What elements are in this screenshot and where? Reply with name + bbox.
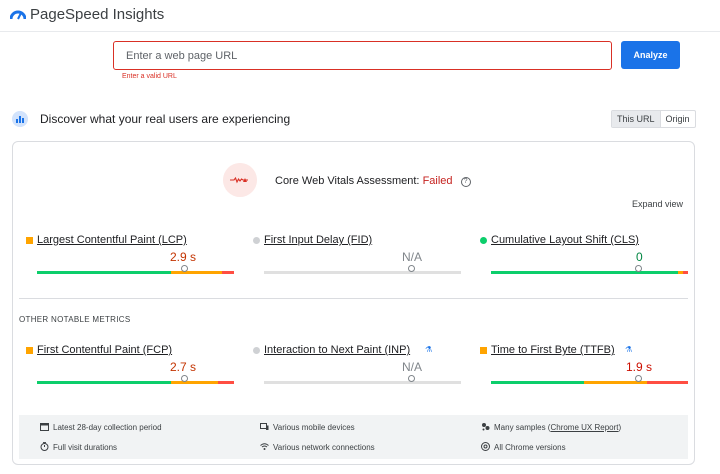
metric-cls-name[interactable]: Cumulative Layout Shift (CLS) <box>491 234 639 246</box>
metric-inp-name[interactable]: Interaction to Next Paint (INP) <box>264 344 411 356</box>
metric-fid-marker <box>408 265 415 272</box>
cwv-assessment: Core Web Vitals Assessment: Failed ? <box>275 175 471 187</box>
no-data-indicator <box>253 347 260 354</box>
good-indicator <box>480 237 487 244</box>
metric-fid-name[interactable]: First Input Delay (FID) <box>264 234 373 246</box>
collection-period: Latest 28-day collection period <box>40 422 162 432</box>
samples-icon <box>482 423 490 431</box>
metric-ttfb: Time to First Byte (TTFB) ⚗ 1.9 s <box>480 344 688 394</box>
metric-cls-marker <box>635 265 642 272</box>
metric-lcp-value: 2.9 s <box>170 250 197 264</box>
timer-icon <box>40 442 49 451</box>
metric-fid: First Input Delay (FID) N/A <box>253 234 461 284</box>
needs-improvement-indicator <box>26 347 33 354</box>
metric-lcp: Largest Contentful Paint (LCP) 2.9 s <box>26 234 234 284</box>
needs-improvement-indicator <box>26 237 33 244</box>
metric-fcp-value: 2.7 s <box>170 360 197 374</box>
chrome-versions-info: All Chrome versions <box>481 442 566 452</box>
section-divider <box>19 298 688 299</box>
metric-inp: Interaction to Next Paint (INP) ⚗ N/A <box>253 344 461 394</box>
experimental-flask-icon: ⚗ <box>425 345 433 354</box>
cwv-assessment-label: Core Web Vitals Assessment: <box>275 175 420 187</box>
metric-ttfb-value: 1.9 s <box>626 360 653 374</box>
origin-tab[interactable]: Origin <box>665 114 690 124</box>
metric-fid-distribution <box>264 271 461 274</box>
network-info: Various network connections <box>260 442 375 452</box>
metric-lcp-distribution <box>37 271 234 274</box>
metric-fcp-marker <box>181 375 188 382</box>
header: PageSpeed Insights <box>0 0 720 32</box>
sample-info: Many samples (Chrome UX Report) <box>481 422 621 432</box>
cwv-assessment-status: Failed <box>422 175 453 187</box>
metric-ttfb-name[interactable]: Time to First Byte (TTFB) <box>491 344 615 356</box>
field-data-card <box>12 141 695 465</box>
url-input[interactable] <box>113 41 612 70</box>
chrome-ux-report-link[interactable]: Chrome UX Report <box>550 423 619 432</box>
metric-lcp-marker <box>181 265 188 272</box>
metric-fcp: First Contentful Paint (FCP) 2.7 s <box>26 344 234 394</box>
cwv-failed-icon <box>223 163 257 197</box>
wifi-icon <box>260 443 269 450</box>
device-info: Various mobile devices <box>260 422 355 432</box>
metric-inp-distribution <box>264 381 461 384</box>
experimental-flask-icon: ⚗ <box>625 345 633 354</box>
real-users-icon <box>12 111 28 127</box>
metric-fcp-distribution <box>37 381 234 384</box>
metric-inp-value: N/A <box>402 360 423 374</box>
app-title: PageSpeed Insights <box>30 6 165 23</box>
metric-fcp-name[interactable]: First Contentful Paint (FCP) <box>37 344 173 356</box>
metric-cls: Cumulative Layout Shift (CLS) 0 <box>480 234 688 284</box>
pagespeed-logo-icon <box>10 10 26 20</box>
expand-view-link[interactable]: Expand view <box>631 199 683 209</box>
metric-cls-distribution <box>491 271 688 274</box>
metric-inp-marker <box>408 375 415 382</box>
chrome-icon <box>481 442 490 451</box>
needs-improvement-indicator <box>480 347 487 354</box>
metric-ttfb-marker <box>635 375 642 382</box>
no-data-indicator <box>253 237 260 244</box>
devices-icon <box>260 423 269 430</box>
metric-cls-value: 0 <box>636 250 643 264</box>
calendar-icon <box>40 423 49 431</box>
help-icon[interactable]: ? <box>460 177 471 187</box>
this-url-tab[interactable]: This URL <box>612 111 661 127</box>
url-error-message: Enter a valid URL <box>122 73 177 80</box>
field-data-section-title: Discover what your real users are experi… <box>40 112 291 126</box>
analyze-button[interactable]: Analyze <box>621 41 680 69</box>
url-origin-toggle: This URL Origin <box>611 110 696 128</box>
metric-ttfb-distribution <box>491 381 688 384</box>
metric-lcp-name[interactable]: Largest Contentful Paint (LCP) <box>37 234 187 246</box>
visit-durations: Full visit durations <box>40 442 117 452</box>
metric-fid-value: N/A <box>402 250 423 264</box>
collection-info-footer: Latest 28-day collection period Full vis… <box>19 415 688 459</box>
other-metrics-heading: OTHER NOTABLE METRICS <box>19 315 131 324</box>
